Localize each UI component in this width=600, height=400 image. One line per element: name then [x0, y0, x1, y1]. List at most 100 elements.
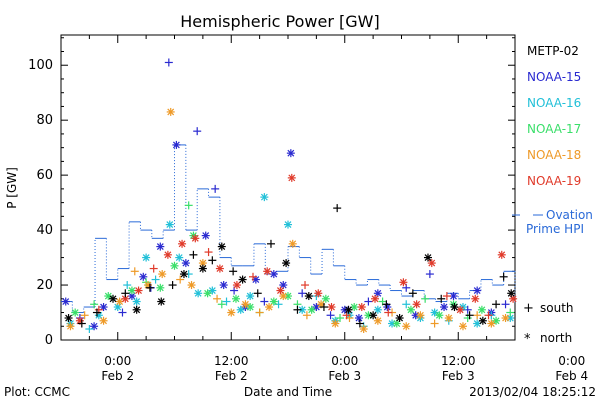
star-marker-d2 [95, 311, 103, 319]
south-marker-label: south [540, 301, 574, 315]
star-marker-d2 [431, 309, 439, 316]
point-noaa-15 [425, 270, 434, 279]
point-metp-02 [437, 294, 446, 303]
point-noaa-18 [66, 322, 75, 331]
star-marker-d2 [191, 234, 199, 242]
point-noaa-19 [287, 173, 296, 182]
star-marker-d2 [199, 259, 207, 267]
star-marker-d2 [189, 232, 197, 240]
star-marker-d2 [133, 306, 141, 314]
star-marker-d2 [194, 289, 202, 297]
star-marker-d2 [487, 320, 495, 327]
point-metp-02 [507, 289, 516, 298]
star-marker-d2 [157, 298, 165, 305]
point-noaa-17 [406, 305, 415, 314]
star-marker-d2 [314, 289, 322, 297]
star-marker-d2 [371, 295, 379, 303]
point-noaa-15 [193, 127, 202, 136]
point-noaa-15 [298, 289, 307, 298]
star-marker-d2 [171, 262, 178, 270]
point-noaa-16 [85, 325, 94, 334]
point-metp-02 [168, 281, 177, 290]
point-metp-02 [229, 267, 238, 276]
point-noaa-17 [231, 294, 240, 303]
point-noaa-15 [211, 184, 220, 193]
point-metp-02 [198, 264, 207, 273]
star-marker-d2 [498, 251, 506, 259]
point-noaa-18 [473, 311, 482, 320]
star-marker-d2 [246, 303, 254, 311]
point-noaa-19 [427, 259, 436, 268]
star-marker-d2 [227, 309, 235, 316]
point-noaa-15 [164, 58, 173, 67]
star-marker-d2 [204, 289, 212, 297]
star-marker-d2 [139, 273, 147, 281]
point-noaa-19 [191, 234, 200, 243]
star-marker-d2 [492, 317, 500, 325]
point-noaa-18 [130, 267, 139, 276]
star-marker-d2 [459, 322, 467, 330]
star-marker-d2 [317, 300, 325, 308]
star-marker-d2 [164, 251, 172, 259]
point-noaa-16 [430, 308, 439, 317]
star-marker-d2 [369, 311, 377, 319]
point-noaa-15 [172, 140, 181, 149]
point-noaa-17 [435, 311, 444, 320]
point-noaa-18 [359, 325, 368, 334]
star-marker-d2 [358, 303, 366, 311]
north-marker-label: north [540, 331, 572, 345]
point-noaa-17 [127, 286, 136, 295]
star-marker-d2 [277, 287, 284, 294]
y-tick-label: 60 [36, 168, 53, 183]
star-marker-d2 [167, 108, 175, 116]
point-noaa-15 [201, 231, 210, 240]
point-noaa-17 [336, 314, 345, 323]
star-marker-d2 [450, 300, 457, 308]
star-marker-d2 [100, 317, 107, 325]
point-noaa-17 [71, 308, 80, 317]
footer-source: Plot: CCMC [4, 385, 70, 399]
star-marker-d2 [65, 314, 72, 322]
star-marker-d2 [270, 298, 278, 305]
point-metp-02 [304, 292, 313, 301]
star-marker-d2 [270, 270, 278, 278]
star-marker-d2 [133, 298, 141, 305]
point-noaa-16 [165, 220, 174, 229]
star-marker-d2 [322, 295, 330, 303]
point-noaa-15 [260, 297, 269, 306]
point-metp-02 [499, 272, 508, 281]
point-noaa-19 [163, 250, 172, 259]
point-noaa-19 [471, 294, 480, 303]
point-noaa-16 [132, 297, 141, 306]
point-noaa-18 [373, 316, 382, 325]
star-marker-d2 [239, 276, 247, 283]
north-marker-symbol: * [524, 332, 531, 347]
point-noaa-19 [232, 281, 241, 290]
point-noaa-18 [115, 297, 124, 306]
star-marker-d2 [237, 306, 245, 314]
point-noaa-19 [371, 294, 380, 303]
star-marker-d2 [172, 141, 180, 149]
point-noaa-19 [357, 303, 366, 312]
point-noaa-19 [215, 264, 224, 273]
star-marker-d2 [128, 292, 136, 300]
star-marker-d2 [260, 193, 268, 201]
point-metp-02 [423, 253, 432, 262]
point-noaa-15 [219, 281, 228, 290]
star-marker-d2 [355, 314, 363, 322]
point-metp-02 [145, 283, 154, 292]
point-metp-02 [465, 311, 474, 320]
star-marker-d2 [180, 270, 188, 278]
point-noaa-15 [181, 259, 190, 268]
star-marker-d2 [451, 303, 458, 311]
star-marker-d2 [263, 267, 271, 275]
point-noaa-15 [61, 297, 70, 306]
star-marker-d2 [252, 276, 260, 283]
point-metp-02 [92, 308, 101, 317]
x-tick-time: 12:00 [441, 354, 476, 368]
x-tick-date: Feb 4 [555, 369, 588, 383]
footer-timestamp: 2013/02/04 18:25:12 [469, 385, 596, 399]
star-marker-d2 [142, 254, 150, 261]
point-noaa-18 [288, 239, 297, 248]
